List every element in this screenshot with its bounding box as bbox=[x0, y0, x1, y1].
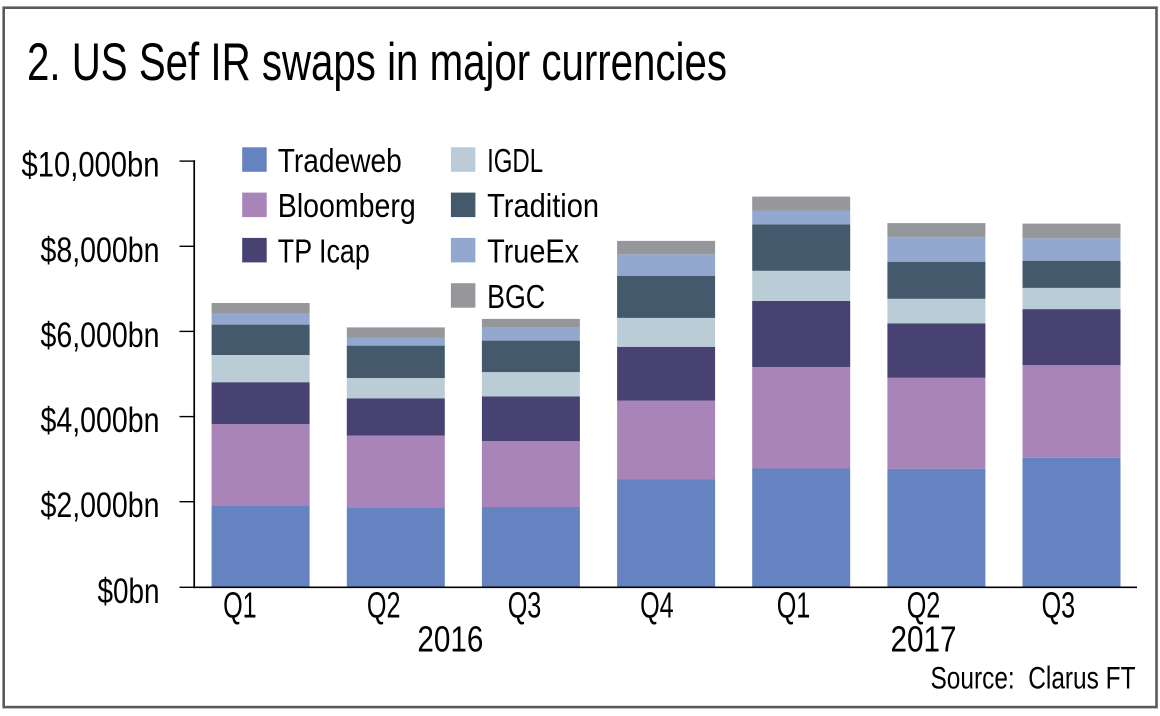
svg-text:2016: 2016 bbox=[417, 619, 483, 660]
svg-text:TrueEx: TrueEx bbox=[487, 234, 579, 271]
svg-text:2. US Sef IR swaps in major cu: 2. US Sef IR swaps in major currencies bbox=[27, 33, 727, 92]
svg-text:Tradeweb: Tradeweb bbox=[278, 143, 402, 180]
svg-text:Q3: Q3 bbox=[1042, 585, 1076, 626]
svg-text:Q2: Q2 bbox=[367, 585, 401, 626]
svg-text:$10,000bn: $10,000bn bbox=[22, 146, 160, 185]
svg-text:Bloomberg: Bloomberg bbox=[278, 188, 416, 225]
svg-text:Q4: Q4 bbox=[640, 585, 674, 626]
svg-text:Source: Clarus FT: Source: Clarus FT bbox=[931, 660, 1136, 696]
svg-text:Q1: Q1 bbox=[223, 585, 257, 626]
svg-text:$4,000bn: $4,000bn bbox=[41, 401, 160, 440]
svg-text:Tradition: Tradition bbox=[487, 188, 599, 225]
svg-text:IGDL: IGDL bbox=[487, 143, 543, 180]
svg-text:Q2: Q2 bbox=[907, 585, 941, 626]
svg-text:$8,000bn: $8,000bn bbox=[41, 231, 160, 270]
svg-text:2017: 2017 bbox=[891, 619, 957, 660]
svg-text:TP Icap: TP Icap bbox=[278, 234, 370, 271]
svg-text:$6,000bn: $6,000bn bbox=[41, 316, 160, 355]
svg-text:BGC: BGC bbox=[487, 279, 545, 316]
svg-text:$2,000bn: $2,000bn bbox=[41, 486, 160, 525]
svg-text:Q1: Q1 bbox=[777, 585, 811, 626]
svg-text:$0bn: $0bn bbox=[98, 572, 160, 611]
svg-text:Q3: Q3 bbox=[508, 585, 542, 626]
